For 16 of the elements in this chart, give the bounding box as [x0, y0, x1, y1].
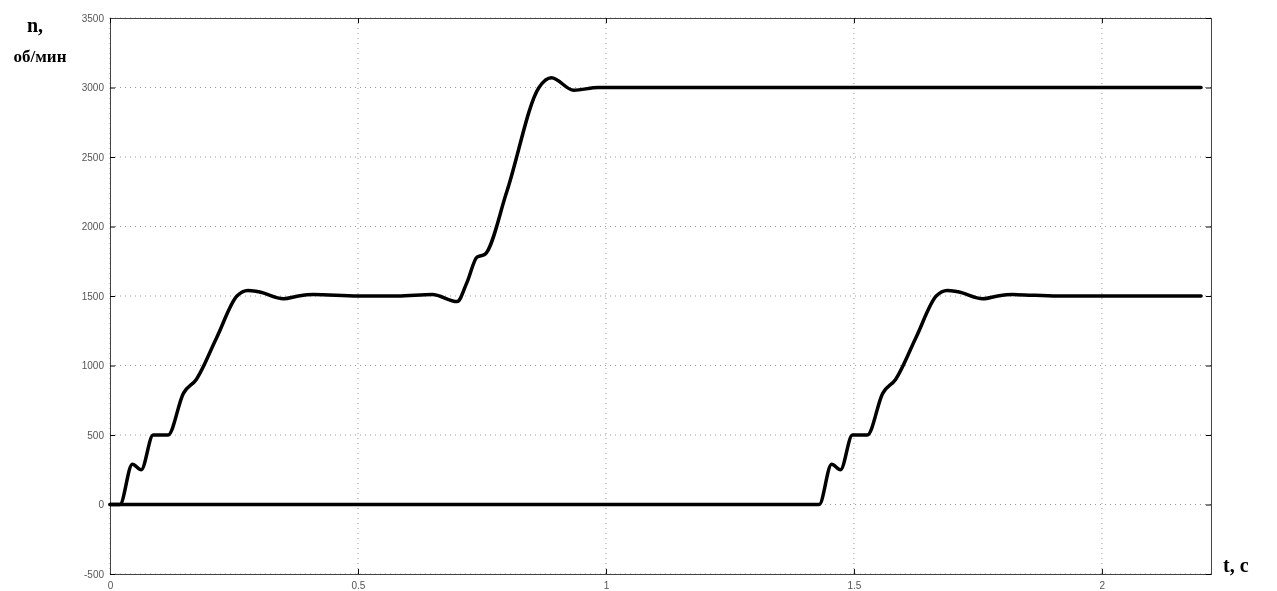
y-tick-label: 1500	[81, 290, 105, 302]
x-tick-label: 0	[107, 580, 114, 591]
y-axis-title: n, об/мин	[13, 14, 67, 66]
y-tick-label: 2500	[81, 151, 105, 163]
x-tick-label: 1.5	[847, 580, 862, 591]
y-tick-label: 3000	[81, 82, 105, 94]
y-tick-label: -500	[83, 568, 105, 580]
y-tick-label: 0	[98, 499, 105, 511]
x-tick-label: 2	[1099, 580, 1106, 591]
y-tick-label: 2000	[81, 221, 105, 233]
x-tick-label: 1	[603, 580, 610, 591]
y-tick-label: 1000	[81, 360, 105, 372]
y-tick-label: 500	[87, 429, 105, 441]
x-tick-label: 0.5	[351, 580, 366, 591]
y-tick-label: 3500	[81, 12, 105, 24]
x-axis-title: t, c	[1223, 554, 1249, 576]
